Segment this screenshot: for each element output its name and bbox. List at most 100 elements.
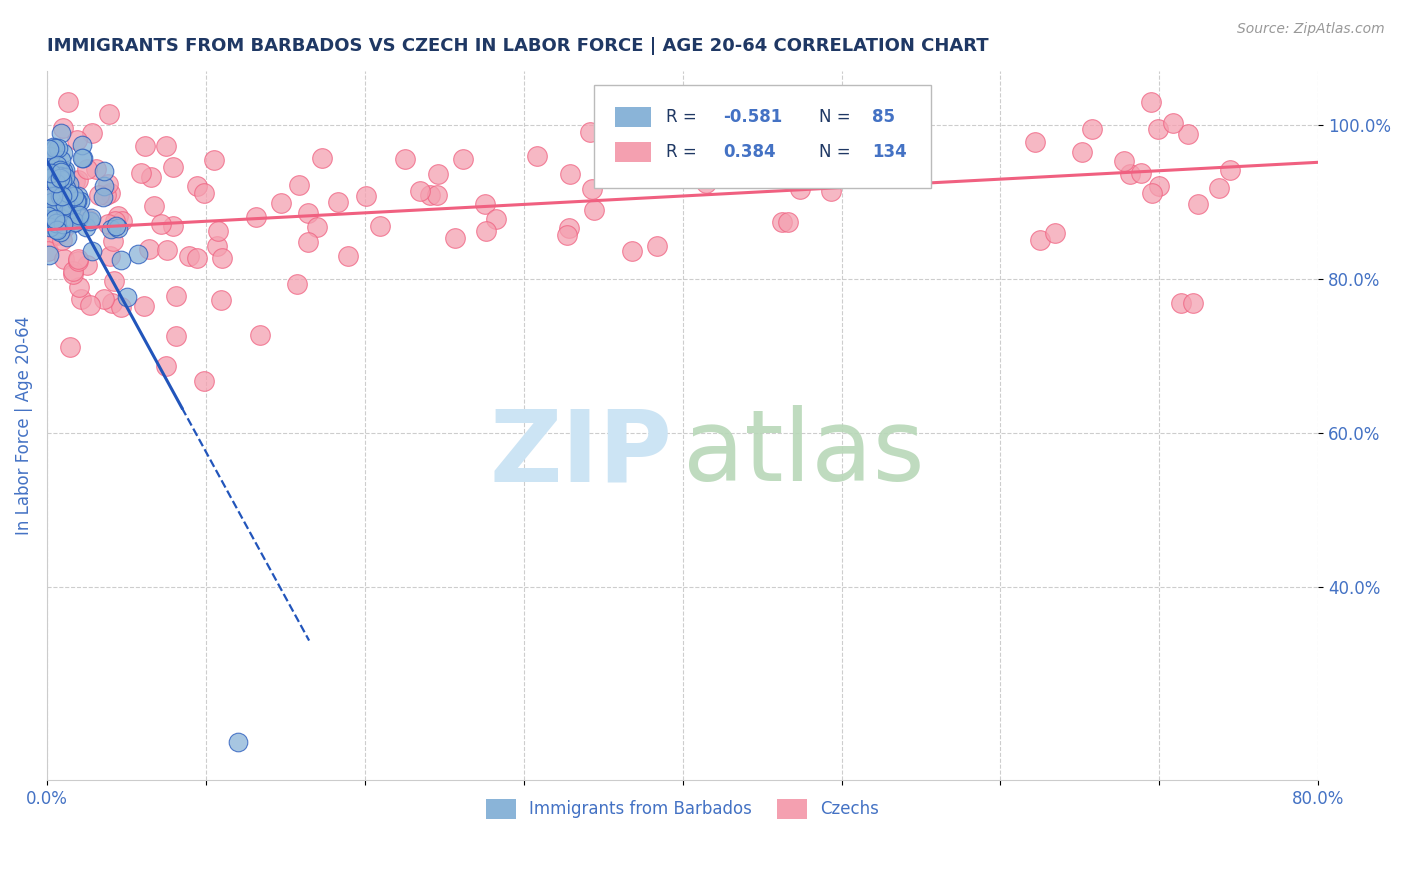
Point	[45, 222, 67, 236]
Point	[52, 215, 75, 229]
Point	[419, 188, 441, 202]
Point	[45, 216, 67, 230]
Point	[132, 299, 155, 313]
Point	[39, 170, 62, 185]
Point	[49, 127, 72, 141]
Point	[426, 187, 449, 202]
Point	[1140, 186, 1163, 200]
Point	[100, 186, 122, 200]
Point	[820, 184, 842, 198]
Point	[45, 176, 67, 190]
Point	[579, 125, 602, 139]
Point	[69, 194, 91, 208]
Point	[51, 173, 73, 187]
Point	[526, 149, 548, 163]
Point	[66, 194, 89, 208]
Point	[89, 188, 111, 202]
Point	[97, 177, 120, 191]
Point	[76, 161, 98, 176]
Point	[621, 244, 644, 258]
Point	[72, 151, 94, 165]
Point	[53, 193, 76, 207]
Point	[66, 188, 89, 202]
Point	[55, 180, 77, 194]
Point	[209, 293, 232, 307]
Point	[207, 239, 229, 253]
Point	[111, 214, 134, 228]
Point	[51, 205, 73, 219]
Point	[1045, 226, 1067, 240]
Point	[63, 194, 86, 209]
Point	[134, 139, 156, 153]
Point	[48, 189, 70, 203]
Point	[776, 215, 799, 229]
Point	[581, 182, 603, 196]
Text: N =: N =	[818, 144, 855, 161]
Point	[70, 137, 93, 152]
Point	[75, 219, 97, 234]
Point	[39, 148, 62, 162]
Text: 0.384: 0.384	[723, 144, 776, 161]
Point	[51, 185, 73, 199]
Point	[42, 219, 65, 233]
Point	[202, 153, 225, 167]
Point	[44, 141, 66, 155]
Point	[305, 220, 328, 235]
Point	[48, 225, 70, 239]
Point	[66, 133, 89, 147]
Point	[58, 177, 80, 191]
Text: -0.581: -0.581	[723, 108, 783, 126]
Point	[270, 196, 292, 211]
FancyBboxPatch shape	[616, 107, 651, 127]
Point	[44, 156, 66, 170]
Point	[226, 735, 249, 749]
Point	[93, 292, 115, 306]
Point	[48, 171, 70, 186]
Point	[84, 162, 107, 177]
Text: R =: R =	[666, 108, 702, 126]
Point	[1080, 122, 1102, 136]
Point	[53, 162, 76, 177]
Text: 85: 85	[872, 108, 896, 126]
Point	[1170, 295, 1192, 310]
Point	[79, 214, 101, 228]
Point	[207, 224, 229, 238]
Point	[1028, 233, 1050, 247]
Point	[46, 158, 69, 172]
Point	[862, 120, 884, 135]
Point	[93, 190, 115, 204]
Point	[97, 107, 120, 121]
Point	[80, 126, 103, 140]
Point	[1140, 95, 1163, 109]
Point	[98, 249, 121, 263]
Point	[1071, 145, 1094, 159]
Point	[63, 189, 86, 203]
Point	[38, 142, 60, 156]
Point	[138, 242, 160, 256]
FancyBboxPatch shape	[616, 143, 651, 162]
Point	[52, 220, 75, 235]
Point	[72, 151, 94, 165]
Point	[1219, 163, 1241, 178]
Point	[297, 205, 319, 219]
Point	[65, 215, 87, 229]
Point	[107, 221, 129, 235]
Point	[105, 219, 128, 234]
Y-axis label: In Labor Force | Age 20-64: In Labor Force | Age 20-64	[15, 316, 32, 535]
Point	[104, 214, 127, 228]
Point	[426, 167, 449, 181]
Point	[193, 186, 215, 200]
Point	[770, 215, 793, 229]
Point	[46, 219, 69, 234]
Point	[103, 274, 125, 288]
Point	[55, 209, 77, 223]
Point	[66, 173, 89, 187]
Point	[62, 213, 84, 227]
Point	[37, 244, 59, 259]
Point	[558, 221, 581, 235]
Text: ZIP: ZIP	[489, 405, 672, 502]
Point	[51, 189, 73, 203]
Point	[127, 247, 149, 261]
Point	[62, 194, 84, 208]
Point	[555, 227, 578, 242]
